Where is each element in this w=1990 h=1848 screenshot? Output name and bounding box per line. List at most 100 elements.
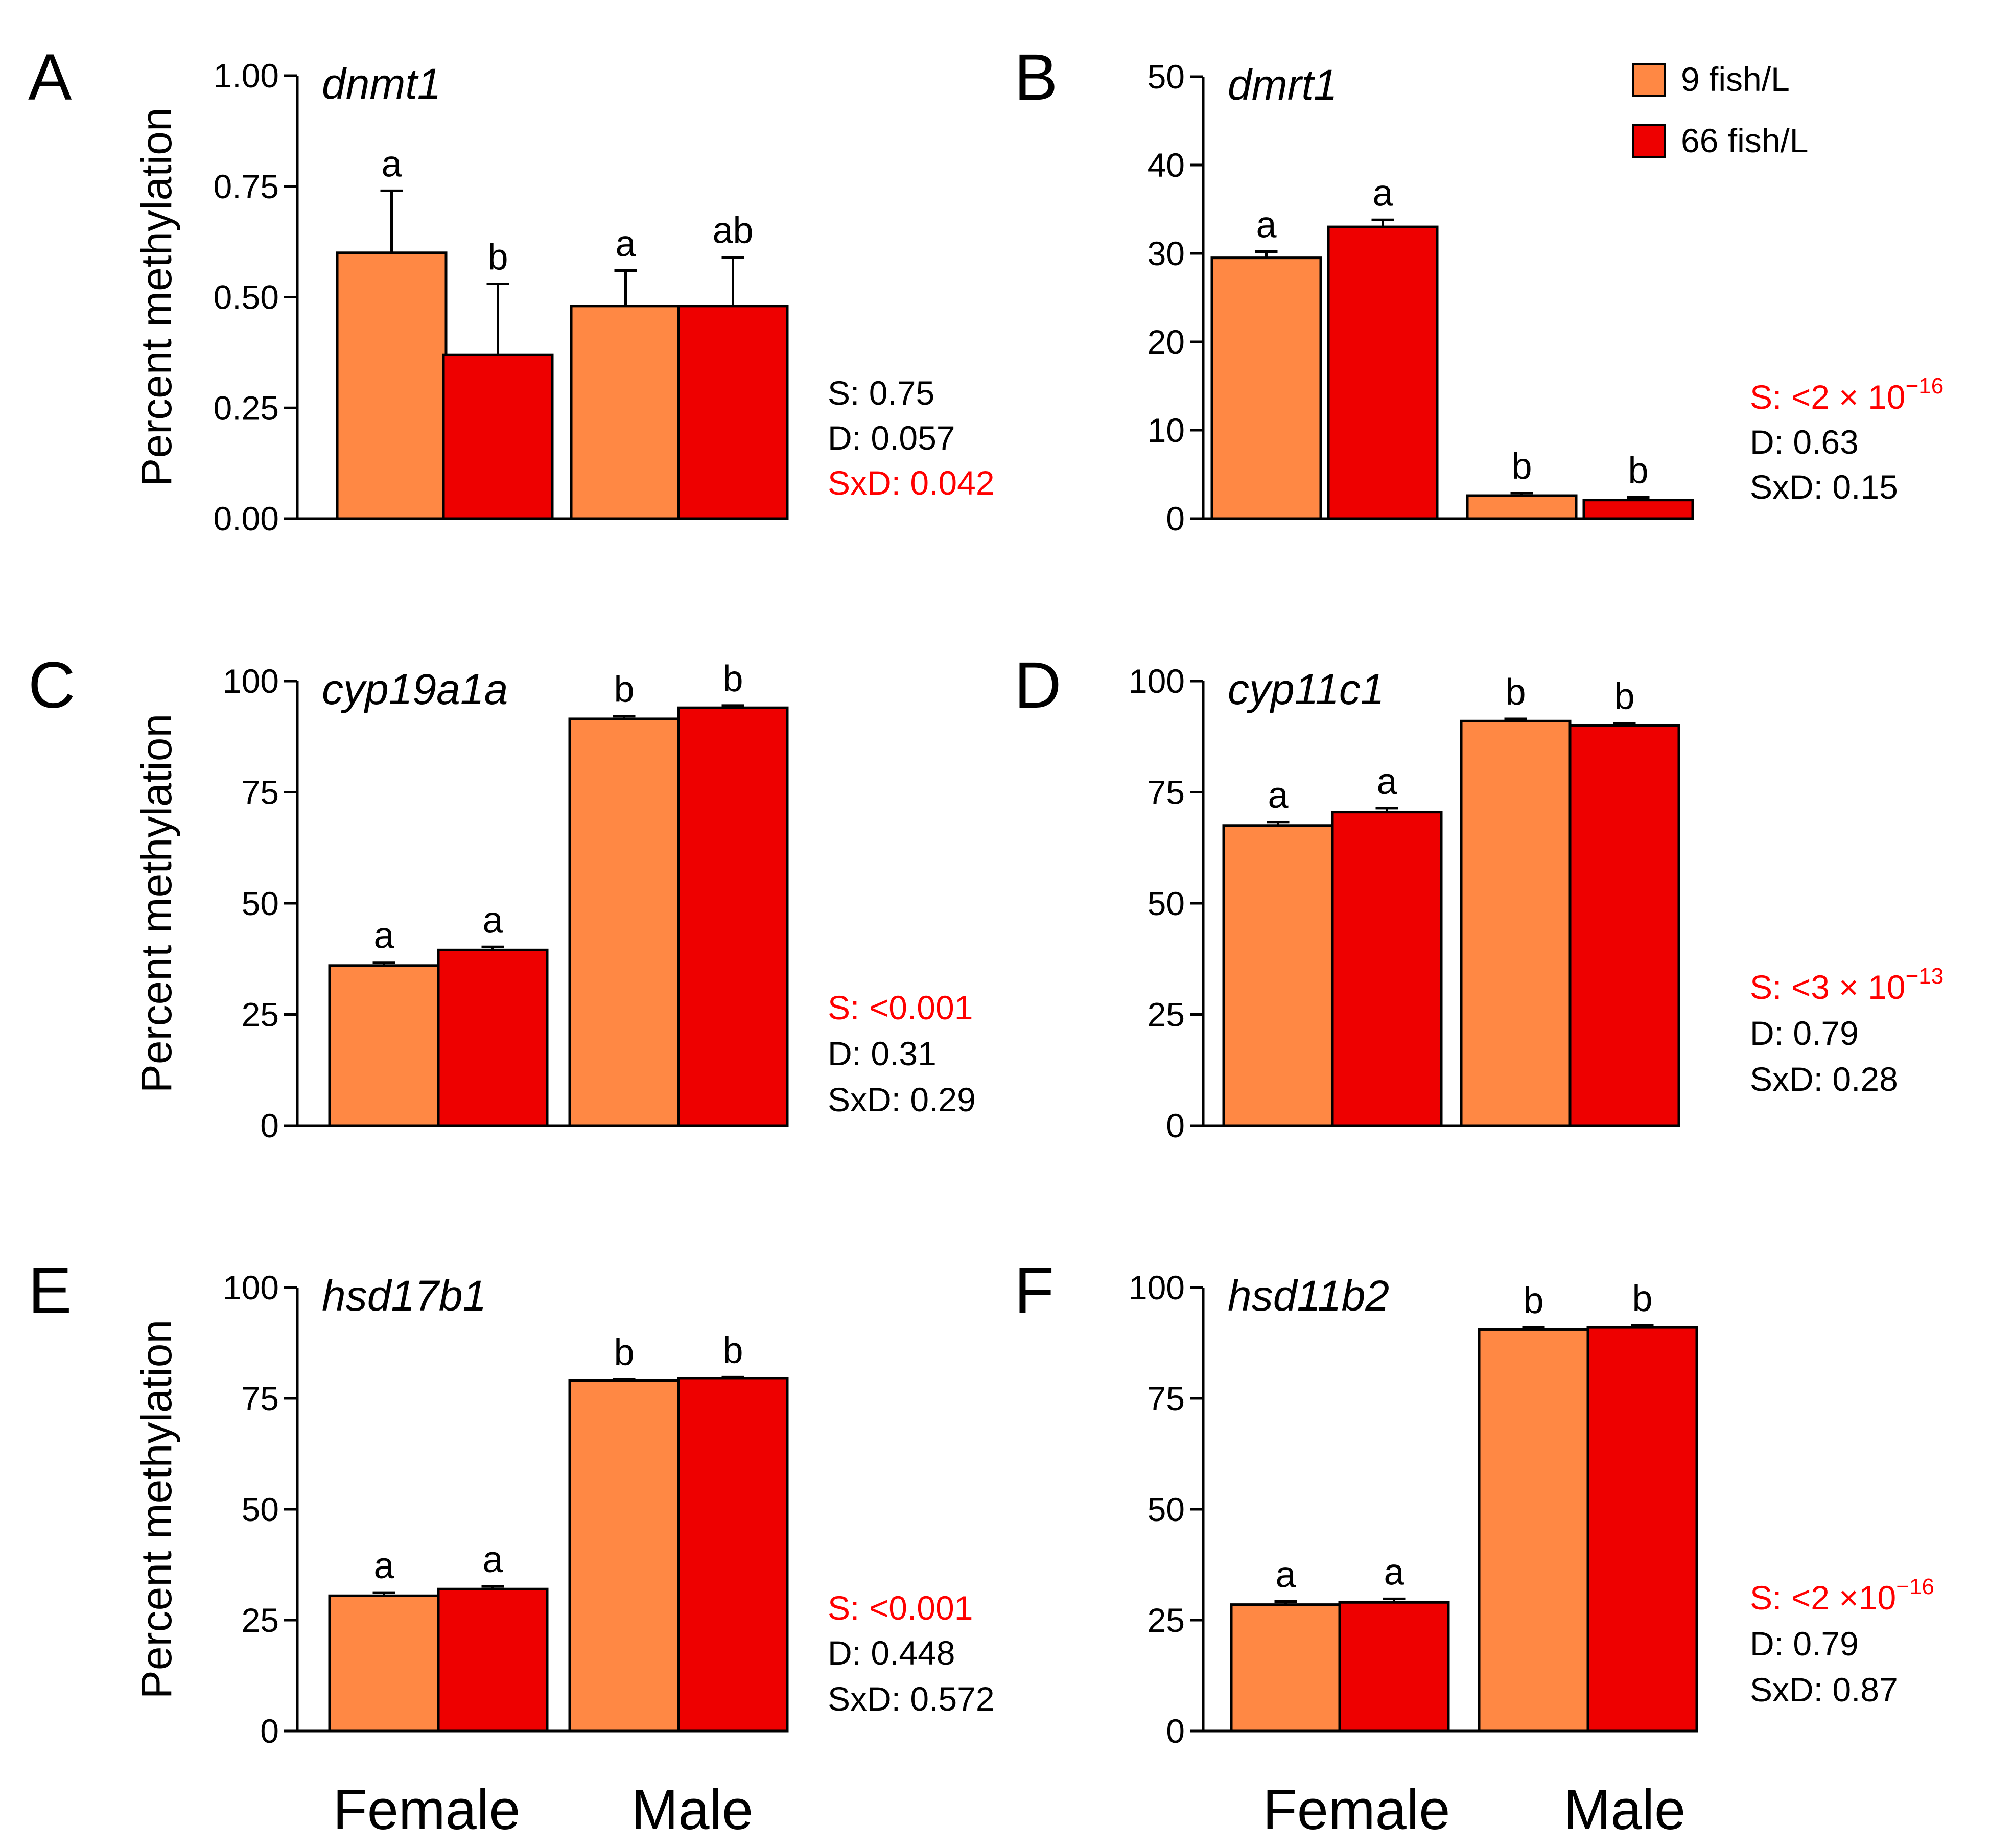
error-bar (613, 1378, 636, 1381)
bar-male-9-fish-l (1466, 494, 1578, 520)
y-tick-label: 50 (242, 1490, 279, 1528)
gene-title-cyp11c1: cyp11c1 (1228, 665, 1385, 713)
stat-sxd: SxD: 0.29 (828, 1081, 976, 1118)
error-bar (1371, 218, 1394, 227)
significance-letter: a (1256, 205, 1277, 246)
error-bar (481, 945, 504, 950)
y-tick-label: 25 (242, 1601, 279, 1639)
group-labels: Female Male Female Male (333, 1779, 1686, 1841)
panel-letter-a: A (28, 41, 72, 114)
error-bar (486, 282, 509, 355)
stat-text: S: <2 ×10 (1750, 1579, 1896, 1617)
y-tick-label: 0.50 (214, 278, 279, 316)
gene-title-dmrt1: dmrt1 (1228, 61, 1338, 109)
gene-title-cyp19a1a: cyp19a1a (322, 665, 508, 713)
bar-female-9-fish-l (328, 964, 440, 1127)
y-tick-label: 10 (1148, 411, 1185, 449)
significance-letter: a (373, 916, 394, 956)
panel-letter-f: F (1014, 1254, 1054, 1327)
stat-d: D: 0.448 (828, 1634, 955, 1672)
stat-s: S: <2 ×10−16 (1750, 1574, 1934, 1617)
significance-letter: b (722, 1330, 743, 1371)
stat-sxd: SxD: 0.87 (1750, 1671, 1898, 1709)
y-tick-label: 50 (242, 884, 279, 922)
y-tick-label: 100 (1129, 662, 1185, 700)
error-bar (721, 704, 744, 708)
bar-male-66-fish-l (1568, 724, 1680, 1127)
significance-letter: ab (712, 210, 753, 251)
y-axis-label: Percent methylation (132, 107, 180, 486)
error-bar (721, 1375, 744, 1378)
bar-female-9-fish-l (328, 1594, 440, 1733)
y-tick-label: 75 (242, 1379, 279, 1417)
significance-letter: b (1614, 676, 1634, 717)
stat-s: S: <0.001 (828, 1589, 973, 1627)
bar-male-9-fish-l (568, 717, 680, 1127)
stat-sxd: SxD: 0.572 (828, 1680, 995, 1718)
bar-male-66-fish-l (677, 1377, 789, 1733)
y-tick-label: 75 (1148, 774, 1185, 811)
significance-letter: b (1505, 672, 1526, 713)
bar-male-9-fish-l (1460, 719, 1572, 1127)
stat-d: D: 0.057 (828, 419, 955, 457)
error-bar (1627, 496, 1650, 500)
stat-text: S: <3 × 10 (1750, 968, 1906, 1006)
error-bar (1631, 1324, 1654, 1328)
error-bar (372, 1591, 395, 1596)
bar-female-9-fish-l (1222, 824, 1334, 1127)
y-tick-label: 0 (1166, 1107, 1185, 1144)
y-tick-label: 30 (1148, 235, 1185, 272)
bar-female-9-fish-l (1230, 1603, 1342, 1733)
stat-text: SxD: 0.042 (828, 464, 995, 502)
significance-letter: a (482, 900, 503, 941)
bar-female-9-fish-l (336, 251, 448, 520)
gene-title-dnmt1: dnmt1 (322, 60, 441, 108)
significance-letter: b (1628, 450, 1648, 491)
stat-d: D: 0.63 (1750, 423, 1859, 461)
y-axis-label: Percent methylation (132, 714, 180, 1093)
error-bar (1375, 807, 1398, 812)
gene-title-hsd17b1: hsd17b1 (322, 1272, 486, 1320)
stat-d: D: 0.31 (828, 1035, 937, 1072)
stat-text: S: <0.001 (828, 1589, 973, 1627)
y-tick-label: 50 (1148, 1490, 1185, 1528)
error-bar (380, 189, 403, 253)
y-axis-label: Percent methylation (132, 1320, 180, 1699)
y-tick-label: 100 (223, 1269, 279, 1306)
error-bar (481, 1585, 504, 1589)
y-tick-label: 50 (1148, 884, 1185, 922)
y-tick-label: 75 (1148, 1379, 1185, 1417)
y-tick-label: 0 (1166, 1712, 1185, 1750)
y-tick-label: 0.75 (214, 168, 279, 205)
panel-letter-c: C (28, 649, 75, 722)
y-tick-label: 50 (1148, 58, 1185, 96)
stat-text: S: <2 × 10 (1750, 378, 1906, 416)
significance-letter: a (381, 144, 402, 184)
y-tick-label: 1.00 (214, 57, 279, 95)
error-bar (1274, 1600, 1297, 1605)
group-label-male-left: Male (631, 1779, 753, 1841)
significance-letter: a (1372, 173, 1393, 214)
panel-letter-d: D (1014, 649, 1061, 722)
bar-female-66-fish-l (437, 948, 549, 1127)
error-bar (372, 961, 395, 966)
bar-male-9-fish-l (568, 1379, 680, 1733)
y-tick-label: 100 (223, 662, 279, 700)
stat-text: S: <0.001 (828, 989, 973, 1026)
legend-swatch-66-fish (1632, 124, 1666, 158)
significance-letter: b (614, 1332, 634, 1373)
significance-letter: a (1268, 775, 1289, 816)
significance-letter: a (1384, 1552, 1404, 1593)
stat-exponent: −13 (1906, 964, 1944, 989)
error-bar (613, 715, 636, 719)
y-tick-label: 75 (242, 774, 279, 811)
group-label-female-left: Female (333, 1779, 521, 1841)
stat-text: SxD: 0.15 (1750, 468, 1898, 506)
stat-text: D: 0.79 (1750, 1014, 1859, 1052)
error-bar (721, 255, 744, 306)
y-tick-label: 40 (1148, 146, 1185, 184)
